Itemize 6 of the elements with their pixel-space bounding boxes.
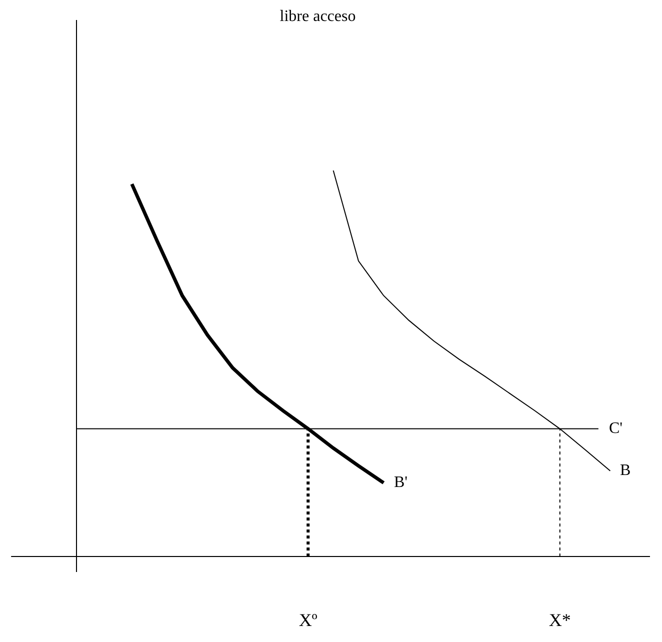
chart-title: libre acceso [280,8,356,25]
ref-line-label: C' [609,420,623,437]
series-label: B' [394,474,408,491]
x-tick-label: Xº [298,610,318,630]
series-label: B [620,462,631,479]
x-tick-label: X* [548,610,571,630]
